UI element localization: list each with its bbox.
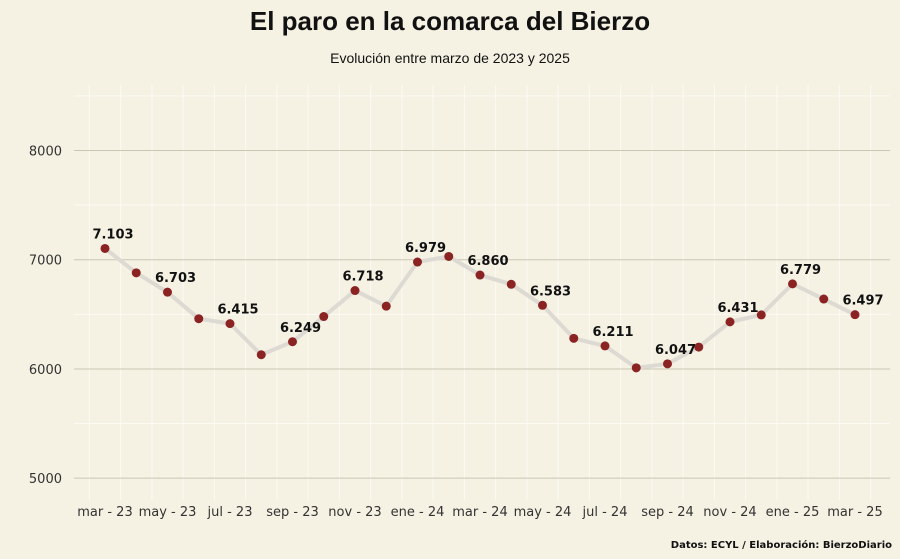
y-tick-label: 6000 <box>29 363 62 378</box>
data-point <box>194 314 204 324</box>
data-label: 6.249 <box>280 321 321 336</box>
x-tick-label: mar - 23 <box>77 505 132 520</box>
chart-title: El paro en la comarca del Bierzo <box>249 6 651 36</box>
x-tick-label: may - 23 <box>139 505 197 520</box>
data-point <box>756 310 766 320</box>
x-tick-label: ene - 25 <box>766 505 820 520</box>
data-point <box>100 243 110 253</box>
data-point <box>319 312 329 322</box>
data-label: 6.779 <box>780 263 821 278</box>
x-tick-label: jul - 24 <box>582 505 628 520</box>
data-point <box>788 279 797 289</box>
data-point <box>725 317 735 327</box>
data-point <box>381 301 391 311</box>
data-point <box>256 350 266 360</box>
data-point <box>694 342 704 352</box>
y-tick-label: 7000 <box>29 254 62 269</box>
data-point <box>413 257 422 267</box>
data-point <box>631 363 641 373</box>
source-caption: Datos: ECYL / Elaboración: BierzoDiario <box>670 540 892 551</box>
data-point <box>569 333 579 343</box>
data-label: 6.703 <box>155 271 196 286</box>
x-tick-label: mar - 24 <box>452 505 507 520</box>
data-label: 6.211 <box>592 325 633 340</box>
x-tick-label: sep - 24 <box>641 505 694 520</box>
y-tick-label: 8000 <box>29 145 62 160</box>
x-tick-label: nov - 24 <box>703 505 756 520</box>
data-label: 6.583 <box>530 284 571 299</box>
data-point <box>538 300 547 310</box>
data-label: 6.497 <box>842 294 883 309</box>
data-point <box>225 319 235 329</box>
data-point <box>850 310 860 320</box>
data-point <box>444 251 454 261</box>
chart-subtitle: Evolución entre marzo de 2023 y 2025 <box>330 50 570 66</box>
y-tick-label: 5000 <box>29 472 62 487</box>
x-tick-label: jul - 23 <box>207 505 253 520</box>
data-label: 6.979 <box>405 241 446 256</box>
data-point <box>506 279 516 289</box>
x-tick-label: sep - 23 <box>266 505 319 520</box>
x-tick-label: may - 24 <box>514 505 572 520</box>
data-point <box>350 286 360 296</box>
data-point <box>163 287 172 297</box>
data-label: 6.431 <box>717 301 758 316</box>
x-tick-label: ene - 24 <box>391 505 445 520</box>
data-label: 6.860 <box>467 254 508 269</box>
data-point <box>819 294 829 304</box>
x-tick-label: mar - 25 <box>827 505 882 520</box>
data-point <box>475 270 485 280</box>
data-point <box>663 359 672 369</box>
data-label: 7.103 <box>92 227 133 242</box>
data-label: 6.415 <box>217 303 258 318</box>
data-label: 6.718 <box>342 270 383 285</box>
x-tick-label: nov - 23 <box>328 505 381 520</box>
data-label: 6.047 <box>655 343 696 358</box>
data-point <box>131 268 141 278</box>
data-point <box>600 341 610 351</box>
data-point <box>288 337 297 347</box>
